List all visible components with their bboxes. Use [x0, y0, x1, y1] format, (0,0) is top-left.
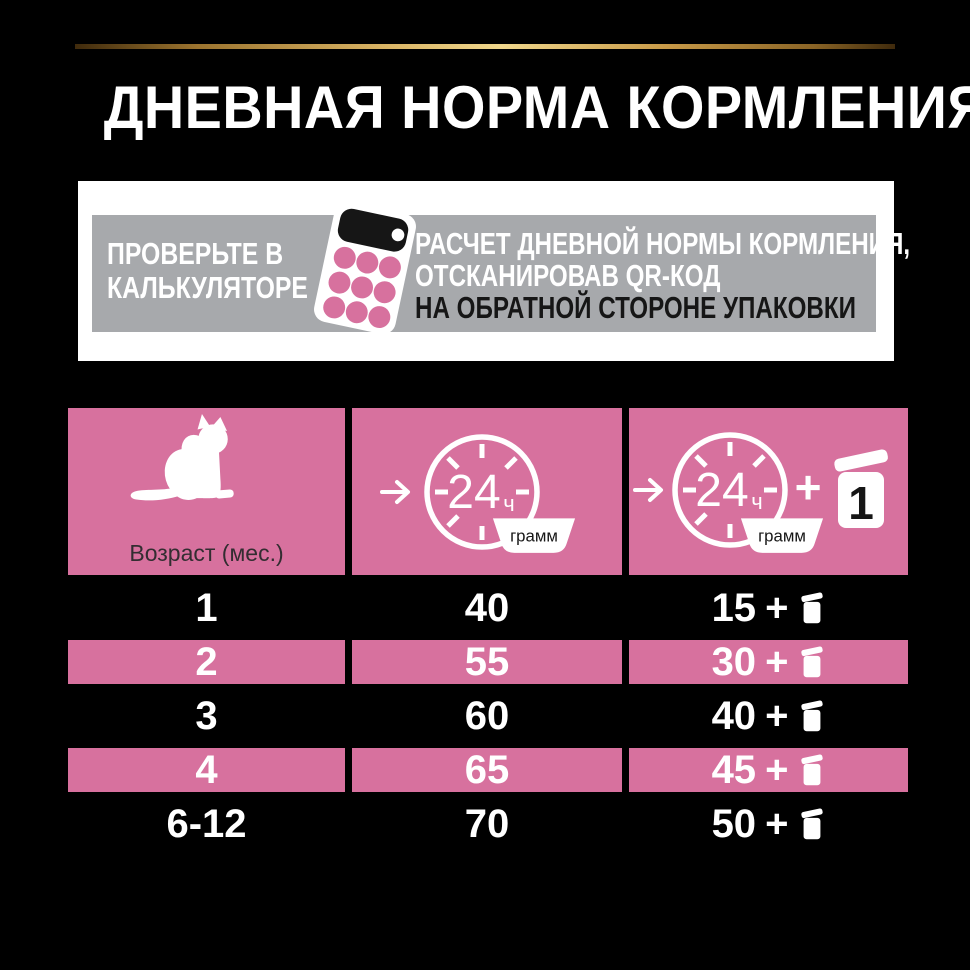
arrow-right-icon — [633, 478, 663, 502]
wet-food-can-icon: 1 — [834, 449, 888, 529]
age-cell: 3 — [195, 694, 218, 738]
clock-value: 24 — [695, 464, 748, 517]
dry-grams-cell: 70 — [464, 802, 510, 846]
age-cell: 2 — [68, 640, 345, 684]
wet-grams: 30 — [711, 640, 757, 684]
clock-unit: ч — [751, 489, 762, 514]
dry-grams-cell: 40 — [464, 586, 510, 630]
qr-instruction-line2: ОТСКАНИРОВАВ QR-КОД — [415, 258, 721, 293]
dry-grams-cell: 65 — [352, 748, 622, 792]
bowl-grams-icon: грамм — [740, 518, 824, 553]
kitten-icon — [130, 414, 234, 501]
table-row: 6-12 70 50 + — [68, 802, 908, 846]
wet-food-can-icon — [801, 754, 824, 786]
wet-grams: 45 — [711, 748, 757, 792]
dry-grams-cell: 60 — [464, 694, 510, 738]
clock-24h-icon: 24 ч — [672, 432, 788, 548]
feeding-table-header: Возраст (мес.) 2 — [68, 408, 908, 575]
calculator-prompt-line2: КАЛЬКУЛЯТОРЕ — [107, 270, 308, 305]
qr-instruction-line3: НА ОБРАТНОЙ СТОРОНЕ УПАКОВКИ — [415, 290, 857, 325]
wet-grams: 40 — [711, 694, 757, 738]
qr-instruction: РАСЧЕТ ДНЕВНОЙ НОРМЫ КОРМЛЕНИЯ, ОТСКАНИР… — [415, 228, 910, 324]
dry-grams-cell: 55 — [352, 640, 622, 684]
calculator-prompt-line1: ПРОВЕРЬТЕ В — [107, 236, 284, 271]
wet-grams: 15 — [711, 586, 757, 630]
arrow-right-icon — [380, 480, 410, 504]
plus-sign: + — [765, 802, 789, 846]
wet-combo-cell: 15 + — [629, 586, 908, 630]
wet-combo-cell: 30 + — [629, 640, 908, 684]
feeding-table-body: 1 40 15 + 2 55 30 + — [68, 586, 908, 846]
age-cell: 4 — [68, 748, 345, 792]
plus-sign: + — [794, 461, 822, 513]
calculator-icon — [314, 201, 416, 335]
table-row: 3 60 40 + — [68, 694, 908, 738]
plus-sign: + — [765, 748, 789, 792]
table-row: 1 40 15 + — [68, 586, 908, 630]
wet-combo-cell: 40 + — [629, 694, 908, 738]
plus-sign: + — [765, 694, 789, 738]
plus-sign: + — [765, 586, 789, 630]
age-column-label: Возраст (мес.) — [129, 540, 284, 566]
qr-instruction-line1: РАСЧЕТ ДНЕВНОЙ НОРМЫ КОРМЛЕНИЯ, — [415, 226, 911, 261]
wet-combo-cell: 45 + — [629, 748, 908, 792]
header-dry-plus-wet-column: 24 ч грамм + 1 — [629, 408, 908, 575]
wet-food-can-icon — [801, 808, 824, 840]
header-age-column: Возраст (мес.) — [68, 408, 345, 575]
wet-grams: 50 — [711, 802, 757, 846]
wet-combo-cell: 50 + — [629, 802, 908, 846]
wet-food-can-icon — [801, 646, 824, 678]
bowl-label: грамм — [758, 527, 806, 546]
gold-divider — [75, 44, 895, 49]
calculator-banner: ПРОВЕРЬТЕ В КАЛЬКУЛЯТОРЕ — [78, 181, 910, 361]
wet-food-can-icon — [801, 592, 824, 624]
calculator-banner-band: ПРОВЕРЬТЕ В КАЛЬКУЛЯТОРЕ — [92, 201, 910, 335]
wet-food-can-icon — [801, 700, 824, 732]
header-dry-food-column: 24 ч грамм — [352, 408, 622, 575]
page-title: ДНЕВНАЯ НОРМА КОРМЛЕНИЯ — [103, 74, 970, 141]
table-row: 2 55 30 + — [68, 640, 908, 684]
clock-unit: ч — [503, 491, 514, 516]
can-count: 1 — [848, 477, 874, 529]
bowl-grams-icon: грамм — [492, 518, 576, 553]
calculator-prompt: ПРОВЕРЬТЕ В КАЛЬКУЛЯТОРЕ — [107, 237, 308, 305]
plus-sign: + — [765, 640, 789, 684]
age-cell: 6-12 — [166, 802, 247, 846]
bowl-label: грамм — [510, 527, 558, 546]
table-row: 4 65 45 + — [68, 748, 908, 792]
clock-24h-icon: 24 ч — [424, 434, 540, 550]
clock-value: 24 — [447, 466, 500, 519]
age-cell: 1 — [195, 586, 218, 630]
